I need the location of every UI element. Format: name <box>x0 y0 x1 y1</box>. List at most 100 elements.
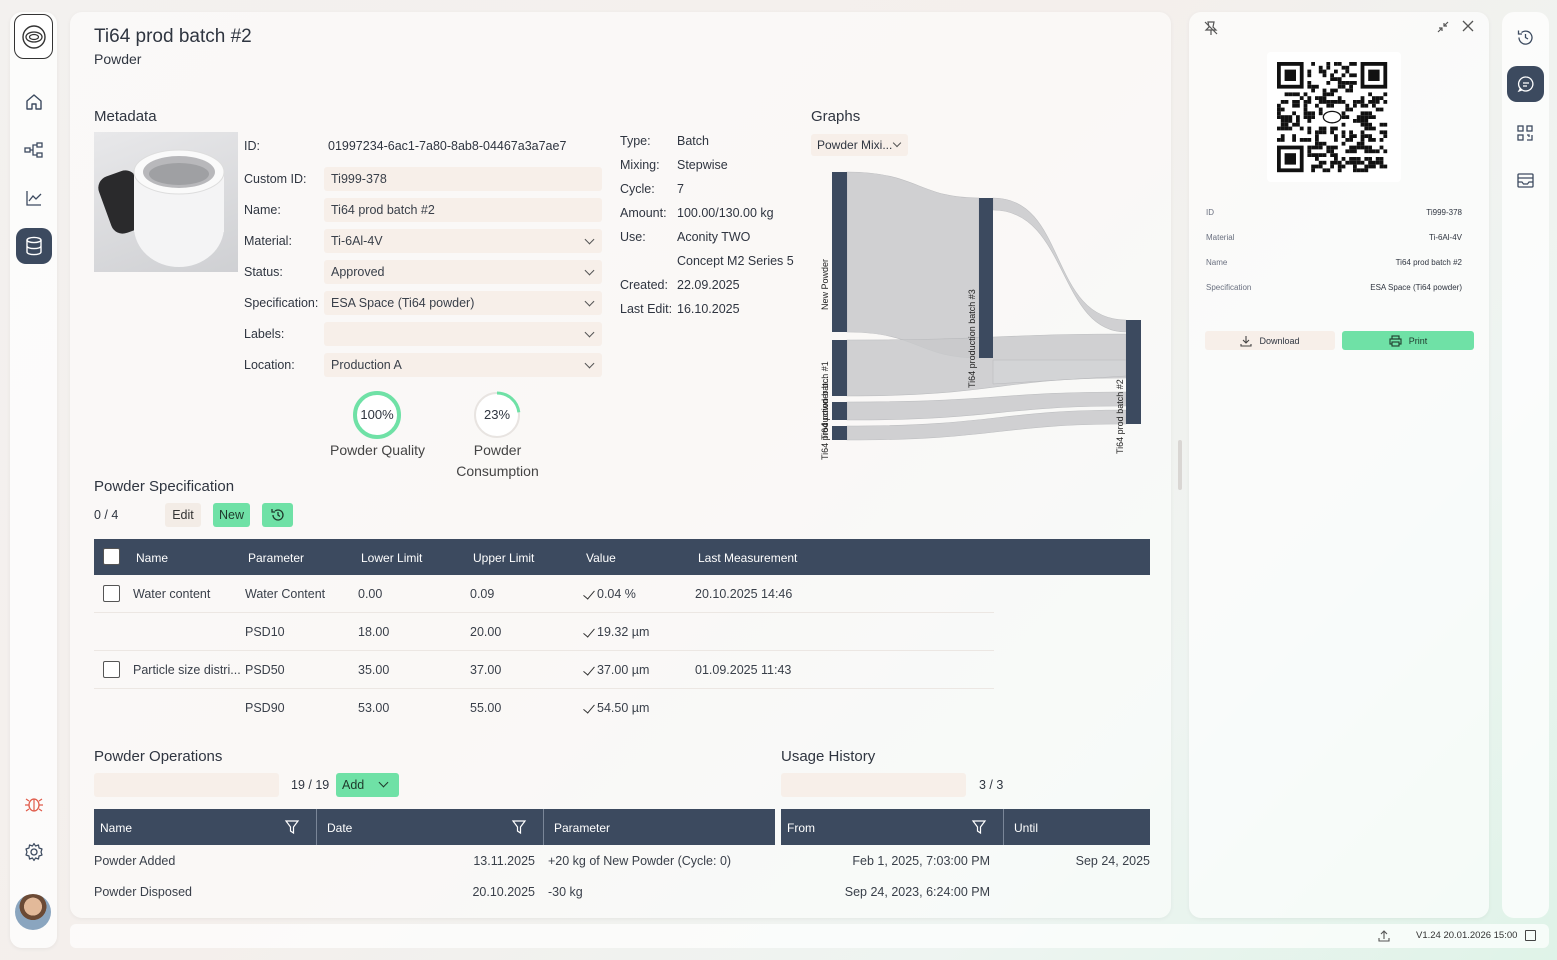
location-select[interactable]: Production A <box>324 353 602 377</box>
col-name[interactable]: Name <box>136 551 169 565</box>
window-toggle-icon[interactable] <box>1525 930 1536 941</box>
graph-type-select[interactable]: Powder Mixi... <box>811 134 908 156</box>
close-icon[interactable] <box>1461 19 1475 33</box>
nav-settings[interactable] <box>16 834 52 870</box>
history-button[interactable] <box>262 503 293 527</box>
cell-upper: 37.00 <box>470 663 502 677</box>
col-value[interactable]: Value <box>586 551 616 565</box>
nav-workflow[interactable] <box>16 132 52 168</box>
col-upper-limit[interactable]: Upper Limit <box>473 551 535 565</box>
qr-code-icon[interactable] <box>1516 124 1534 142</box>
filter-icon[interactable] <box>511 819 527 835</box>
operations-search-input[interactable] <box>94 773 279 797</box>
table-row[interactable]: PSD10 18.00 20.00 19.32 µm <box>94 613 994 651</box>
sankey-graph[interactable]: New Powder Ti64 production batch #3 Ti64… <box>818 170 1158 470</box>
node-b <box>832 402 847 420</box>
home-icon <box>26 94 42 110</box>
last-edit-value: 16.10.2025 <box>677 302 740 316</box>
page-subtitle: Powder <box>94 51 142 67</box>
labels-select[interactable] <box>324 322 602 346</box>
history-icon[interactable] <box>1516 28 1535 47</box>
nav-debug[interactable] <box>16 786 52 822</box>
cell-from: Feb 1, 2025, 7:03:00 PM <box>852 854 990 868</box>
comments-button[interactable] <box>1507 66 1544 102</box>
filter-icon[interactable] <box>284 819 300 835</box>
add-operation-button[interactable]: Add <box>336 773 399 797</box>
status-select[interactable]: Approved <box>324 260 602 284</box>
table-row[interactable]: Powder Disposed 20.10.2025 -30 kg <box>94 876 775 906</box>
flow-b-to-batch2 <box>846 391 1127 421</box>
user-avatar[interactable] <box>15 894 51 930</box>
cycle-label: Cycle: <box>620 182 655 196</box>
table-row[interactable]: Particle size distri... PSD50 35.00 37.0… <box>94 651 994 689</box>
inbox-icon[interactable] <box>1516 172 1535 189</box>
select-all-checkbox[interactable] <box>103 548 120 565</box>
print-button[interactable]: Print <box>1342 331 1474 350</box>
nav-database[interactable] <box>16 228 52 264</box>
powder-spec-title: Powder Specification <box>94 478 235 495</box>
row-checkbox[interactable] <box>103 585 120 602</box>
col-lower-limit[interactable]: Lower Limit <box>361 551 423 565</box>
chevron-down-icon <box>892 138 902 148</box>
col-last-measurement[interactable]: Last Measurement <box>698 551 798 565</box>
cell-name: Particle size distri... <box>133 663 241 677</box>
filter-icon[interactable] <box>971 819 987 835</box>
table-row[interactable]: Feb 1, 2025, 7:03:00 PM Sep 24, 2025 <box>781 845 1150 875</box>
material-select[interactable]: Ti-6Al-4V <box>324 229 602 253</box>
table-row[interactable]: Sep 24, 2023, 6:24:00 PM <box>781 876 1150 906</box>
chevron-down-icon <box>584 358 595 369</box>
col-name[interactable]: Name <box>100 821 133 835</box>
created-label: Created: <box>620 278 668 292</box>
col-until[interactable]: Until <box>1014 821 1039 835</box>
detail-material-label: Material <box>1206 233 1235 242</box>
use-value-2: Concept M2 Series 5 <box>677 254 794 268</box>
new-button[interactable]: New <box>213 503 250 527</box>
upload-icon[interactable] <box>1377 929 1391 943</box>
main-panel: Ti64 prod batch #2 Powder Metadata ID: 0… <box>70 12 1171 918</box>
custom-id-value: Ti999-378 <box>331 172 387 186</box>
powder-quality-value: 100% <box>360 407 394 422</box>
panel-splitter[interactable] <box>1178 440 1182 490</box>
custom-id-field[interactable]: Ti999-378 <box>324 167 602 191</box>
nav-analytics[interactable] <box>16 180 52 216</box>
download-button[interactable]: Download <box>1205 331 1335 350</box>
operations-count: 19 / 19 <box>291 778 330 792</box>
table-row[interactable]: Water content Water Content 0.00 0.09 0.… <box>94 575 994 613</box>
table-row[interactable]: Powder Added 13.11.2025 +20 kg of New Po… <box>94 845 775 875</box>
chevron-down-icon <box>378 777 389 788</box>
material-value: Ti-6Al-4V <box>331 234 383 248</box>
check-icon <box>583 663 595 676</box>
edit-button[interactable]: Edit <box>165 503 201 527</box>
specification-select[interactable]: ESA Space (Ti64 powder) <box>324 291 602 315</box>
created-value: 22.09.2025 <box>677 278 740 292</box>
flow-batch1-to-batch2 <box>846 333 1127 397</box>
cell-lower: 18.00 <box>358 625 390 639</box>
spec-table-header: Name Parameter Lower Limit Upper Limit V… <box>94 539 1150 575</box>
nav-home[interactable] <box>16 84 52 120</box>
specification-value: ESA Space (Ti64 powder) <box>331 296 475 310</box>
detail-name-label: Name <box>1206 258 1228 267</box>
row-checkbox[interactable] <box>103 661 120 678</box>
detail-spec-label: Specification <box>1206 283 1252 292</box>
cell-last: 01.09.2025 11:43 <box>695 663 792 677</box>
usage-search-input[interactable] <box>781 773 966 797</box>
col-from[interactable]: From <box>787 821 815 835</box>
metadata-title: Metadata <box>94 108 157 125</box>
col-parameter[interactable]: Parameter <box>554 821 611 835</box>
spec-count: 0 / 4 <box>94 508 119 522</box>
col-parameter[interactable]: Parameter <box>248 551 305 565</box>
powder-quality-gauge: 100% <box>352 390 402 440</box>
right-toolbar <box>1502 12 1549 918</box>
collapse-icon[interactable] <box>1436 20 1450 34</box>
chevron-down-icon <box>584 327 595 338</box>
specification-label: Specification: <box>244 296 319 310</box>
col-date[interactable]: Date <box>327 821 353 835</box>
unpin-icon[interactable] <box>1203 20 1219 36</box>
version-label: V1.24 20.01.2026 15:00 <box>1416 930 1518 941</box>
node-batch3 <box>979 198 993 358</box>
app-logo[interactable] <box>14 14 53 59</box>
location-label: Location: <box>244 358 295 372</box>
name-field[interactable]: Ti64 prod batch #2 <box>324 198 602 222</box>
node-batch1 <box>832 340 847 396</box>
table-row[interactable]: PSD90 53.00 55.00 54.50 µm <box>94 689 994 727</box>
